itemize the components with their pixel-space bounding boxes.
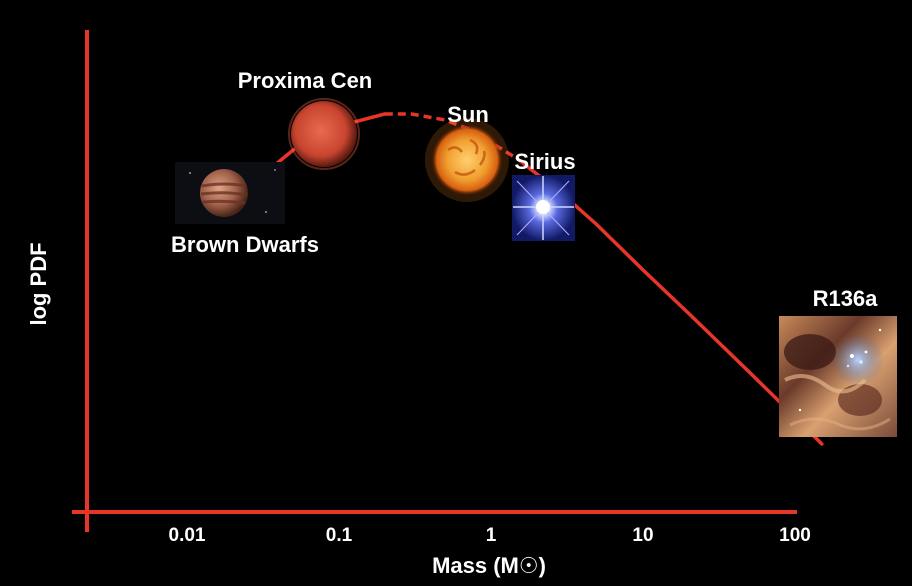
sun-image: [425, 118, 509, 202]
sun-label: Sun: [447, 102, 489, 127]
x-axis-title: Mass (M☉): [432, 553, 546, 578]
sirius-label: Sirius: [514, 149, 575, 174]
x-tick-label: 100: [779, 525, 811, 546]
red-dwarf-image: [288, 98, 360, 170]
star-cluster-image: [779, 316, 897, 437]
x-tick-label: 1: [486, 525, 497, 546]
proxima-cen-label: Proxima Cen: [238, 68, 373, 93]
x-tick-label: 0.01: [169, 525, 206, 546]
brown-dwarfs-label: Brown Dwarfs: [171, 232, 319, 257]
x-tick-labels: 0.01 0.1 1 10 100: [169, 525, 811, 546]
y-axis-title: log PDF: [26, 242, 51, 325]
blue-star-image: [512, 175, 575, 241]
x-tick-label: 10: [632, 525, 653, 546]
brown-dwarf-image: [175, 162, 285, 224]
r136a-label: R136a: [813, 286, 879, 311]
x-tick-label: 0.1: [326, 525, 353, 546]
